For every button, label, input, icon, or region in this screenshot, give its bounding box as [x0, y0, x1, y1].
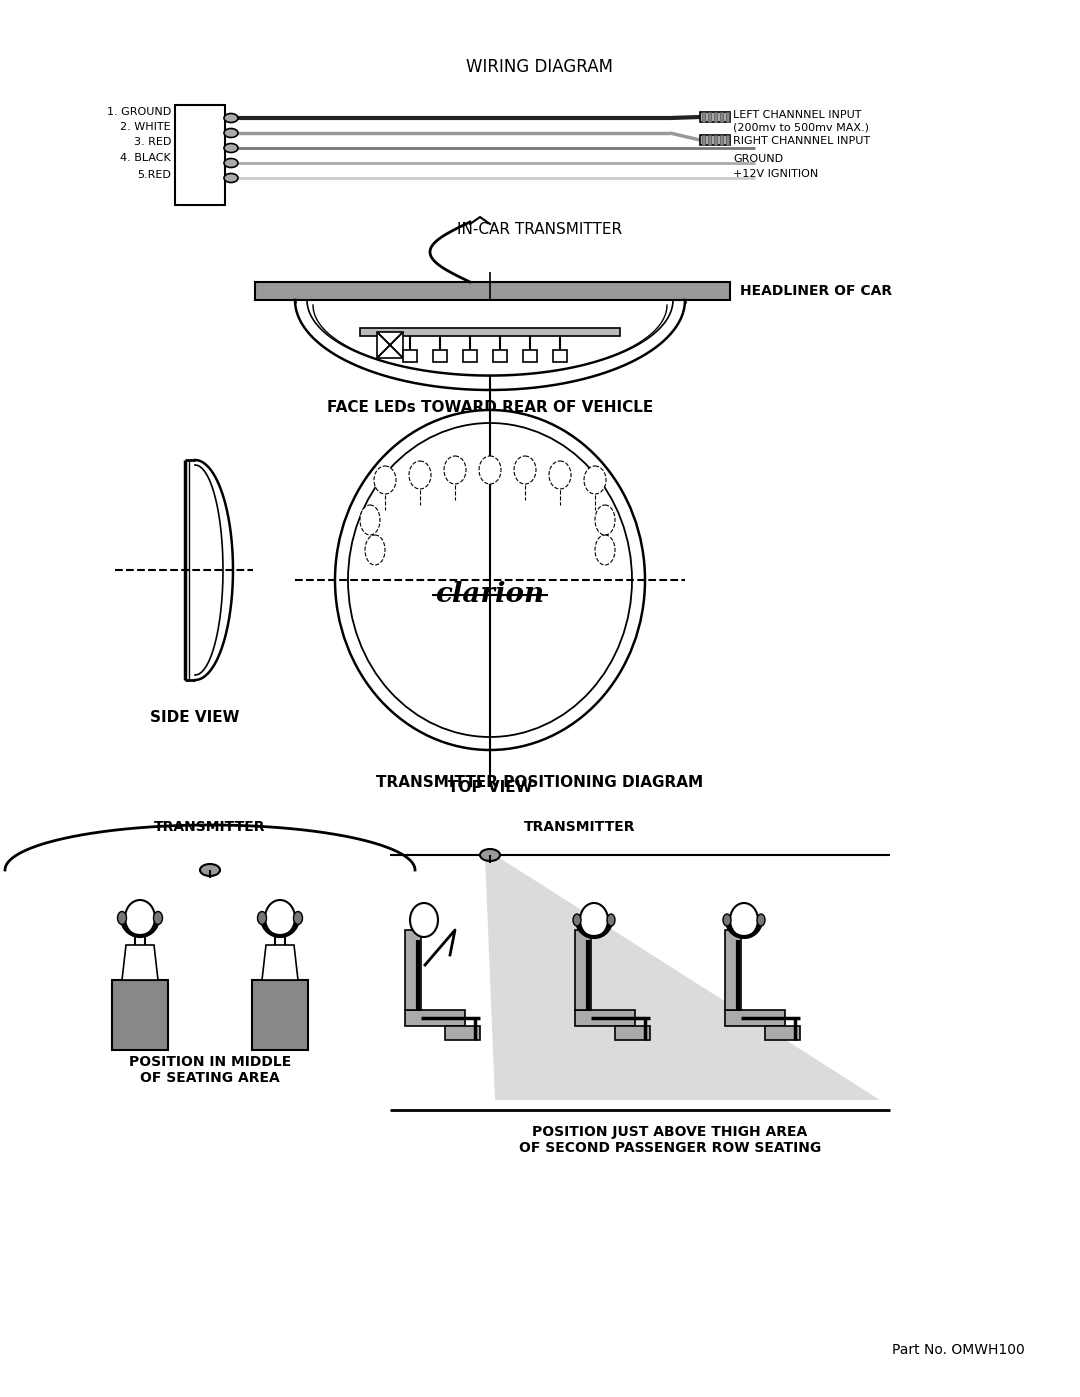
Text: FACE LEDs TOWARD REAR OF VEHICLE: FACE LEDs TOWARD REAR OF VEHICLE: [327, 400, 653, 415]
Text: Part No. OMWH100: Part No. OMWH100: [892, 1343, 1025, 1356]
Ellipse shape: [410, 902, 438, 937]
Polygon shape: [262, 944, 298, 981]
Ellipse shape: [595, 504, 615, 535]
Ellipse shape: [153, 911, 162, 925]
Ellipse shape: [584, 467, 606, 495]
Ellipse shape: [480, 455, 501, 483]
Bar: [403, 351, 417, 362]
Bar: [720, 136, 723, 145]
Ellipse shape: [118, 911, 126, 925]
Ellipse shape: [757, 914, 765, 926]
Bar: [726, 112, 729, 122]
Bar: [405, 930, 421, 1010]
Bar: [720, 112, 723, 122]
Bar: [553, 351, 567, 362]
Bar: [714, 112, 717, 122]
Text: 5.RED: 5.RED: [137, 170, 171, 180]
Ellipse shape: [294, 911, 302, 925]
Bar: [702, 136, 705, 145]
Text: 3. RED: 3. RED: [134, 137, 171, 147]
Text: 1. GROUND: 1. GROUND: [107, 108, 171, 117]
Bar: [700, 112, 730, 122]
Text: TRANSMITTER POSITIONING DIAGRAM: TRANSMITTER POSITIONING DIAGRAM: [377, 775, 703, 789]
Ellipse shape: [200, 863, 220, 876]
Ellipse shape: [365, 535, 384, 564]
Bar: [112, 981, 168, 1051]
Text: HEADLINER OF CAR: HEADLINER OF CAR: [740, 284, 892, 298]
Text: LEFT CHANNNEL INPUT: LEFT CHANNNEL INPUT: [733, 110, 862, 120]
Ellipse shape: [444, 455, 465, 483]
Bar: [175, 105, 225, 205]
Text: 4. BLACK: 4. BLACK: [120, 154, 171, 163]
Bar: [463, 351, 477, 362]
Bar: [575, 1010, 635, 1025]
Ellipse shape: [514, 455, 536, 483]
Bar: [255, 282, 730, 300]
Text: POSITION JUST ABOVE THIGH AREA
OF SECOND PASSENGER ROW SEATING: POSITION JUST ABOVE THIGH AREA OF SECOND…: [518, 1125, 821, 1155]
Ellipse shape: [549, 461, 571, 489]
Ellipse shape: [335, 409, 645, 750]
Bar: [433, 351, 447, 362]
Text: RIGHT CHANNNEL INPUT: RIGHT CHANNNEL INPUT: [733, 136, 870, 147]
Text: TRANSMITTER: TRANSMITTER: [524, 820, 636, 834]
Text: TRANSMITTER: TRANSMITTER: [154, 820, 266, 834]
Bar: [725, 930, 741, 1010]
Text: IN-CAR TRANSMITTER: IN-CAR TRANSMITTER: [458, 222, 622, 237]
Ellipse shape: [607, 914, 615, 926]
Bar: [575, 930, 591, 1010]
Ellipse shape: [265, 900, 295, 936]
Bar: [726, 136, 729, 145]
Text: WIRING DIAGRAM: WIRING DIAGRAM: [467, 59, 613, 75]
Ellipse shape: [730, 902, 758, 937]
Text: GROUND: GROUND: [733, 154, 783, 163]
Ellipse shape: [224, 144, 238, 152]
Ellipse shape: [595, 535, 615, 564]
Text: POSITION IN MIDDLE
OF SEATING AREA: POSITION IN MIDDLE OF SEATING AREA: [129, 1055, 292, 1085]
Ellipse shape: [580, 902, 608, 937]
Text: 2. WHITE: 2. WHITE: [120, 122, 171, 131]
Ellipse shape: [360, 504, 380, 535]
Bar: [405, 1010, 465, 1025]
Text: TOP VIEW: TOP VIEW: [448, 780, 532, 795]
Ellipse shape: [224, 129, 238, 137]
Bar: [702, 112, 705, 122]
Bar: [492, 351, 507, 362]
Text: +12V IGNITION: +12V IGNITION: [733, 169, 819, 179]
Bar: [615, 1025, 650, 1039]
Polygon shape: [485, 855, 880, 1099]
Bar: [714, 136, 717, 145]
Polygon shape: [122, 944, 158, 981]
Ellipse shape: [573, 914, 581, 926]
Ellipse shape: [125, 900, 156, 936]
Text: clarion: clarion: [435, 581, 544, 609]
Bar: [765, 1025, 800, 1039]
Text: SIDE VIEW: SIDE VIEW: [150, 710, 240, 725]
Bar: [252, 981, 308, 1051]
Ellipse shape: [723, 914, 731, 926]
Ellipse shape: [257, 911, 267, 925]
Bar: [700, 136, 730, 145]
Ellipse shape: [480, 849, 500, 861]
Bar: [377, 332, 403, 358]
Ellipse shape: [409, 461, 431, 489]
Bar: [708, 112, 711, 122]
Ellipse shape: [374, 467, 396, 495]
Bar: [523, 351, 537, 362]
Ellipse shape: [348, 423, 632, 738]
Ellipse shape: [224, 173, 238, 183]
Ellipse shape: [224, 113, 238, 123]
Bar: [445, 1025, 480, 1039]
Bar: [725, 1010, 785, 1025]
Bar: [360, 328, 620, 337]
Ellipse shape: [224, 158, 238, 168]
Bar: [708, 136, 711, 145]
Text: (200mv to 500mv MAX.): (200mv to 500mv MAX.): [733, 123, 869, 133]
